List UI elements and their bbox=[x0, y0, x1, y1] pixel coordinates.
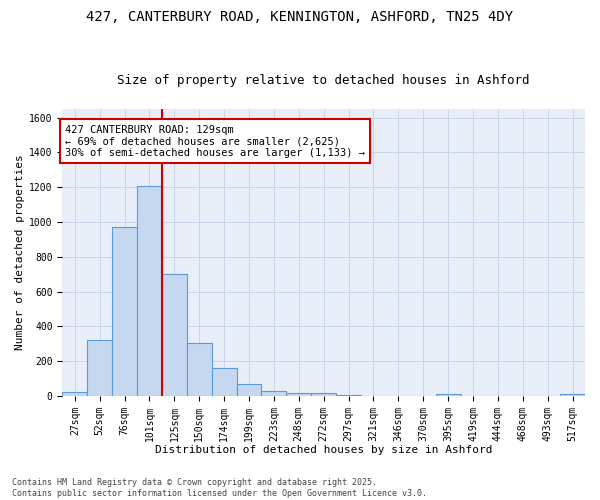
Text: 427 CANTERBURY ROAD: 129sqm
← 69% of detached houses are smaller (2,625)
30% of : 427 CANTERBURY ROAD: 129sqm ← 69% of det… bbox=[65, 124, 365, 158]
Bar bbox=[137, 186, 162, 396]
Bar bbox=[262, 391, 286, 396]
Bar bbox=[236, 384, 262, 396]
Y-axis label: Number of detached properties: Number of detached properties bbox=[15, 154, 25, 350]
X-axis label: Distribution of detached houses by size in Ashford: Distribution of detached houses by size … bbox=[155, 445, 493, 455]
Bar bbox=[560, 394, 585, 396]
Bar bbox=[212, 368, 236, 396]
Bar bbox=[187, 343, 212, 396]
Title: Size of property relative to detached houses in Ashford: Size of property relative to detached ho… bbox=[118, 74, 530, 87]
Bar bbox=[87, 340, 112, 396]
Bar bbox=[286, 392, 311, 396]
Bar bbox=[336, 395, 361, 396]
Bar bbox=[112, 227, 137, 396]
Text: 427, CANTERBURY ROAD, KENNINGTON, ASHFORD, TN25 4DY: 427, CANTERBURY ROAD, KENNINGTON, ASHFOR… bbox=[86, 10, 514, 24]
Bar bbox=[162, 274, 187, 396]
Bar bbox=[311, 394, 336, 396]
Text: Contains HM Land Registry data © Crown copyright and database right 2025.
Contai: Contains HM Land Registry data © Crown c… bbox=[12, 478, 427, 498]
Bar bbox=[436, 394, 461, 396]
Bar bbox=[62, 392, 87, 396]
